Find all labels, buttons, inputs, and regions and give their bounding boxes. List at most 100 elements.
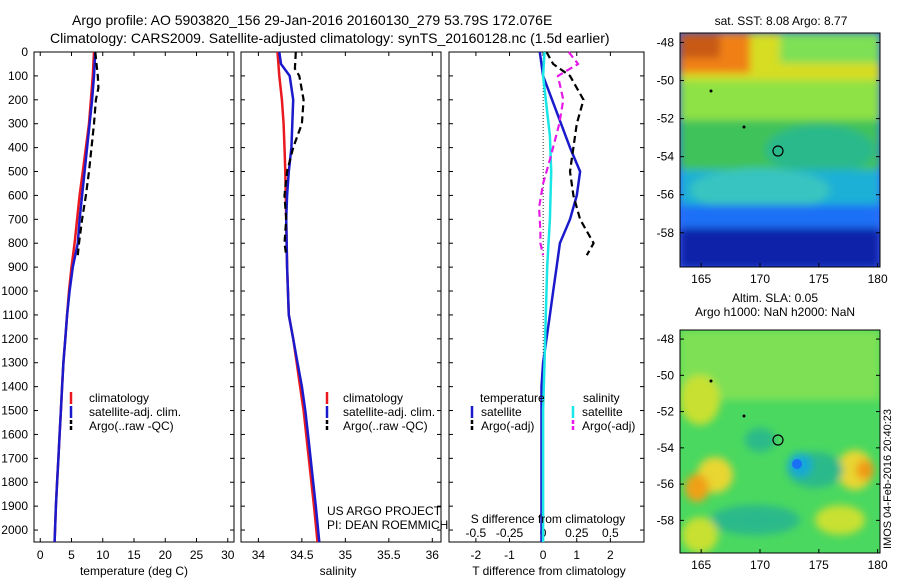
- legend-title-temperature: temperature: [480, 391, 545, 405]
- s-diff-tick-label: -0.5: [466, 526, 487, 540]
- argo-location-marker: [772, 145, 784, 157]
- map-lon-label: 175: [809, 272, 829, 286]
- salinity-xlabel: salinity: [320, 564, 357, 578]
- temperature-xlabel: temperature (deg C): [80, 564, 188, 578]
- map-lat-label: -54: [657, 150, 675, 164]
- series-line-satellite-adj-clim-: [53, 51, 97, 543]
- island-marker: [709, 89, 713, 93]
- depth-tick-label: 1900: [1, 499, 28, 513]
- s-difference-label: S difference from climatology: [471, 512, 626, 526]
- x-tick-label: 0: [540, 548, 547, 562]
- x-tick-label: 1: [573, 548, 580, 562]
- x-tick-label: 5: [68, 548, 75, 562]
- x-tick-label: 0: [37, 548, 44, 562]
- x-tick-label: 25: [190, 548, 204, 562]
- x-tick-label: 34.5: [290, 548, 314, 562]
- depth-tick-label: 600: [8, 188, 28, 202]
- depth-axis-labels: 0 100 200 300 400 500 600 700 800 900 1000 1100 1200…: [1, 45, 28, 537]
- s-diff-tick-label: 0.25: [565, 526, 589, 540]
- x-tick-label: -2: [471, 548, 482, 562]
- x-tick-label: 34: [252, 548, 266, 562]
- map-lon-label: 180: [868, 272, 888, 286]
- x-tick-label: 30: [221, 548, 235, 562]
- series-line-salinity-argo-adj-: [537, 51, 580, 256]
- legend-label-satellite: satellite-adj. clim.: [343, 405, 435, 419]
- temperature-panel-frame: [33, 51, 235, 543]
- map-lat-label: -58: [657, 226, 675, 240]
- temperature-x-ticks: 0 5 10 15 20 25 30: [37, 52, 235, 562]
- series-line-climatology: [53, 51, 96, 543]
- s-diff-tick-label: 0.5: [602, 526, 619, 540]
- map-lon-label: 170: [750, 272, 770, 286]
- sla-map-title1: Altim. SLA: 0.05: [732, 291, 818, 305]
- legend-label-t-satellite: satellite: [481, 405, 522, 419]
- legend-label-t-argo: Argo(-adj): [481, 419, 534, 433]
- legend-label-satellite: satellite-adj. clim.: [89, 405, 181, 419]
- depth-tick-label: 1600: [1, 427, 28, 441]
- difference-xlabel: T difference from climatology: [472, 564, 626, 578]
- depth-tick-label: 800: [8, 236, 28, 250]
- map-lon-label: 165: [691, 272, 711, 286]
- depth-tick-label: 1000: [1, 284, 28, 298]
- sla-map-ticks: -48 -50 -52 -54 -56 -58 165 170 175 180: [657, 332, 888, 572]
- depth-tick-label: 200: [8, 93, 28, 107]
- sla-map-frame: [679, 329, 881, 554]
- x-tick-label: 35: [339, 548, 353, 562]
- depth-tick-label: 500: [8, 165, 28, 179]
- depth-tick-label: 1500: [1, 404, 28, 418]
- depth-tick-label: 1100: [2, 308, 28, 322]
- sst-map-title: sat. SST: 8.08 Argo: 8.77: [715, 14, 848, 28]
- depth-tick-label: 2000: [1, 523, 28, 537]
- legend-label-argo: Argo(..raw -QC): [343, 419, 428, 433]
- depth-tick-label: 700: [8, 212, 28, 226]
- island-marker: [742, 125, 746, 129]
- sla-map: [680, 330, 880, 553]
- map-lat-label: -56: [657, 188, 675, 202]
- x-tick-label: 36: [426, 548, 440, 562]
- x-tick-label: 35.5: [377, 548, 401, 562]
- depth-tick-label: 1800: [1, 475, 28, 489]
- argo-location-marker: [772, 434, 784, 446]
- legend-label-s-satellite: satellite: [582, 405, 623, 419]
- series-line-argo-raw-qc-: [76, 51, 100, 256]
- depth-tick-label: 1700: [1, 451, 28, 465]
- series-line-satellite-adj-clim-: [278, 51, 321, 543]
- map-lon-label: 170: [750, 558, 770, 572]
- pi-note: PI: DEAN ROEMMICH: [327, 518, 448, 532]
- salinity-panel-frame: [240, 51, 442, 543]
- series-line-temperature-argo-adj-: [545, 51, 595, 256]
- sst-map-frame: [679, 32, 881, 268]
- island-marker: [742, 414, 746, 418]
- map-lat-label: -48: [657, 36, 675, 50]
- s-diff-tick-label: -0.25: [496, 526, 524, 540]
- salinity-x-ticks: 34 34.5 35 35.5 36: [252, 52, 440, 562]
- credit-text: IMOS 04-Feb-2016 20:40:23: [882, 409, 894, 549]
- sla-map-title2: Argo h1000: NaN h2000: NaN: [695, 305, 855, 319]
- map-lon-label: 180: [868, 558, 888, 572]
- map-lon-label: 175: [809, 558, 829, 572]
- series-line-salinity-satellite: [541, 51, 553, 542]
- depth-tick-label: 400: [8, 141, 28, 155]
- temperature-legend: climatology satellite-adj. clim. Argo(..…: [69, 391, 181, 433]
- map-lat-label: -48: [657, 332, 675, 346]
- x-tick-label: 10: [96, 548, 110, 562]
- legend-label-argo: Argo(..raw -QC): [89, 419, 174, 433]
- x-tick-label: 2: [607, 548, 614, 562]
- sst-map: [680, 33, 880, 267]
- depth-tick-label: 900: [8, 260, 28, 274]
- map-lat-label: -50: [657, 368, 675, 382]
- series-line-temperature-satellite: [538, 51, 582, 542]
- map-lat-label: -50: [657, 74, 675, 88]
- difference-legend: temperature salinity satellite Argo(-adj…: [470, 391, 635, 433]
- map-lat-label: -56: [657, 477, 675, 491]
- figure-title-line2: Climatology: CARS2009. Satellite-adjuste…: [50, 30, 610, 46]
- sst-map-ticks: -48 -50 -52 -54 -56 -58 165 170 175 180: [657, 36, 888, 286]
- legend-label-climatology: climatology: [89, 391, 149, 405]
- project-note: US ARGO PROJECT: [327, 504, 442, 518]
- depth-tick-label: 1300: [1, 356, 28, 370]
- depth-tick-label: 300: [8, 117, 28, 131]
- map-lat-label: -52: [657, 112, 675, 126]
- legend-title-salinity: salinity: [583, 391, 620, 405]
- legend-label-climatology: climatology: [343, 391, 403, 405]
